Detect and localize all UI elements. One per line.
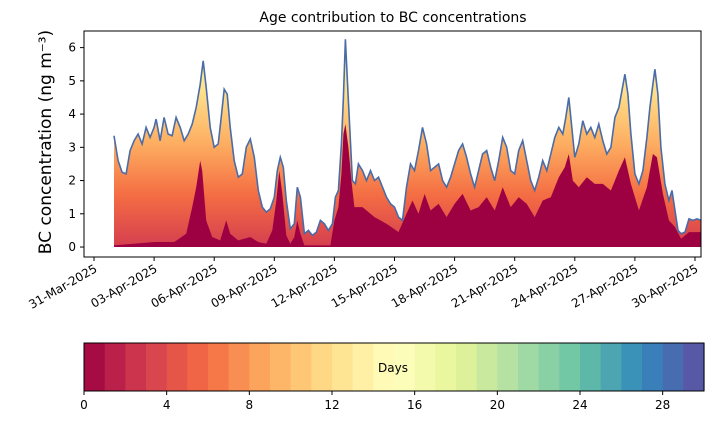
- x-tick-label: 15-Apr-2025: [329, 261, 400, 310]
- x-tick-label: 27-Apr-2025: [569, 261, 640, 310]
- colorbar-bin: [580, 343, 602, 391]
- y-tick-label: 5: [68, 74, 76, 88]
- colorbar-tick-label: 8: [246, 398, 254, 412]
- colorbar-bin: [621, 343, 643, 391]
- colorbar-bin: [456, 343, 478, 391]
- colorbar-bin: [683, 343, 705, 391]
- x-tick-label: 18-Apr-2025: [389, 261, 460, 310]
- colorbar-tick-label: 4: [163, 398, 171, 412]
- colorbar-bin: [435, 343, 457, 391]
- y-tick-label: 2: [68, 174, 76, 188]
- colorbar-bin: [642, 343, 664, 391]
- y-axis-label: BC concentration (ng m⁻³): [36, 30, 56, 254]
- colorbar-bin: [270, 343, 292, 391]
- colorbar-bin: [311, 343, 333, 391]
- colorbar-bin: [208, 343, 230, 391]
- colorbar-bin: [146, 343, 168, 391]
- x-tick-label: 06-Apr-2025: [148, 261, 219, 310]
- colorbar-bin: [166, 343, 188, 391]
- x-tick-label: 12-Apr-2025: [269, 261, 340, 310]
- colorbar-bin: [373, 343, 395, 391]
- y-tick-label: 0: [68, 240, 76, 254]
- colorbar-bin: [249, 343, 271, 391]
- colorbar-bin: [228, 343, 250, 391]
- colorbar-bin: [394, 343, 416, 391]
- colorbar-bin: [600, 343, 622, 391]
- colorbar-tick-label: 12: [324, 398, 339, 412]
- colorbar-bin: [518, 343, 540, 391]
- colorbar-label: Days: [378, 361, 408, 375]
- total-bc-line: [113, 39, 701, 237]
- colorbar-bin: [332, 343, 354, 391]
- x-tick-label: 30-Apr-2025: [629, 261, 700, 310]
- colorbar-tick-label: 16: [407, 398, 422, 412]
- y-tick-label: 1: [68, 207, 76, 221]
- x-tick-label: 03-Apr-2025: [88, 261, 159, 310]
- plot-frame: [83, 30, 702, 258]
- colorbar-tick-label: 20: [490, 398, 505, 412]
- y-tick-label: 3: [68, 140, 76, 154]
- colorbar-tick-label: 24: [572, 398, 587, 412]
- y-tick-label: 6: [68, 41, 76, 55]
- fresh-bc-area: [114, 124, 701, 247]
- colorbar-bin: [414, 343, 436, 391]
- chart-title: Age contribution to BC concentrations: [259, 10, 526, 26]
- y-tick-label: 4: [68, 107, 76, 121]
- colorbar-frame: [83, 342, 705, 392]
- colorbar-bin: [662, 343, 684, 391]
- colorbar-bin: [187, 343, 209, 391]
- colorbar-bin: [125, 343, 147, 391]
- colorbar-bin: [84, 343, 106, 391]
- colorbar-bin: [104, 343, 126, 391]
- x-tick-label: 24-Apr-2025: [509, 261, 580, 310]
- x-tick-label: 21-Apr-2025: [449, 261, 520, 310]
- x-tick-label: 31-Mar-2025: [26, 261, 99, 311]
- colorbar-bin: [497, 343, 519, 391]
- colorbar-bin: [538, 343, 560, 391]
- colorbar-bin: [290, 343, 312, 391]
- colorbar-bin: [559, 343, 581, 391]
- colorbar-tick-label: 28: [655, 398, 670, 412]
- x-tick-label: 09-Apr-2025: [209, 261, 280, 310]
- colorbar-bin: [352, 343, 374, 391]
- colorbar-tick-label: 0: [80, 398, 88, 412]
- colorbar-bin: [476, 343, 498, 391]
